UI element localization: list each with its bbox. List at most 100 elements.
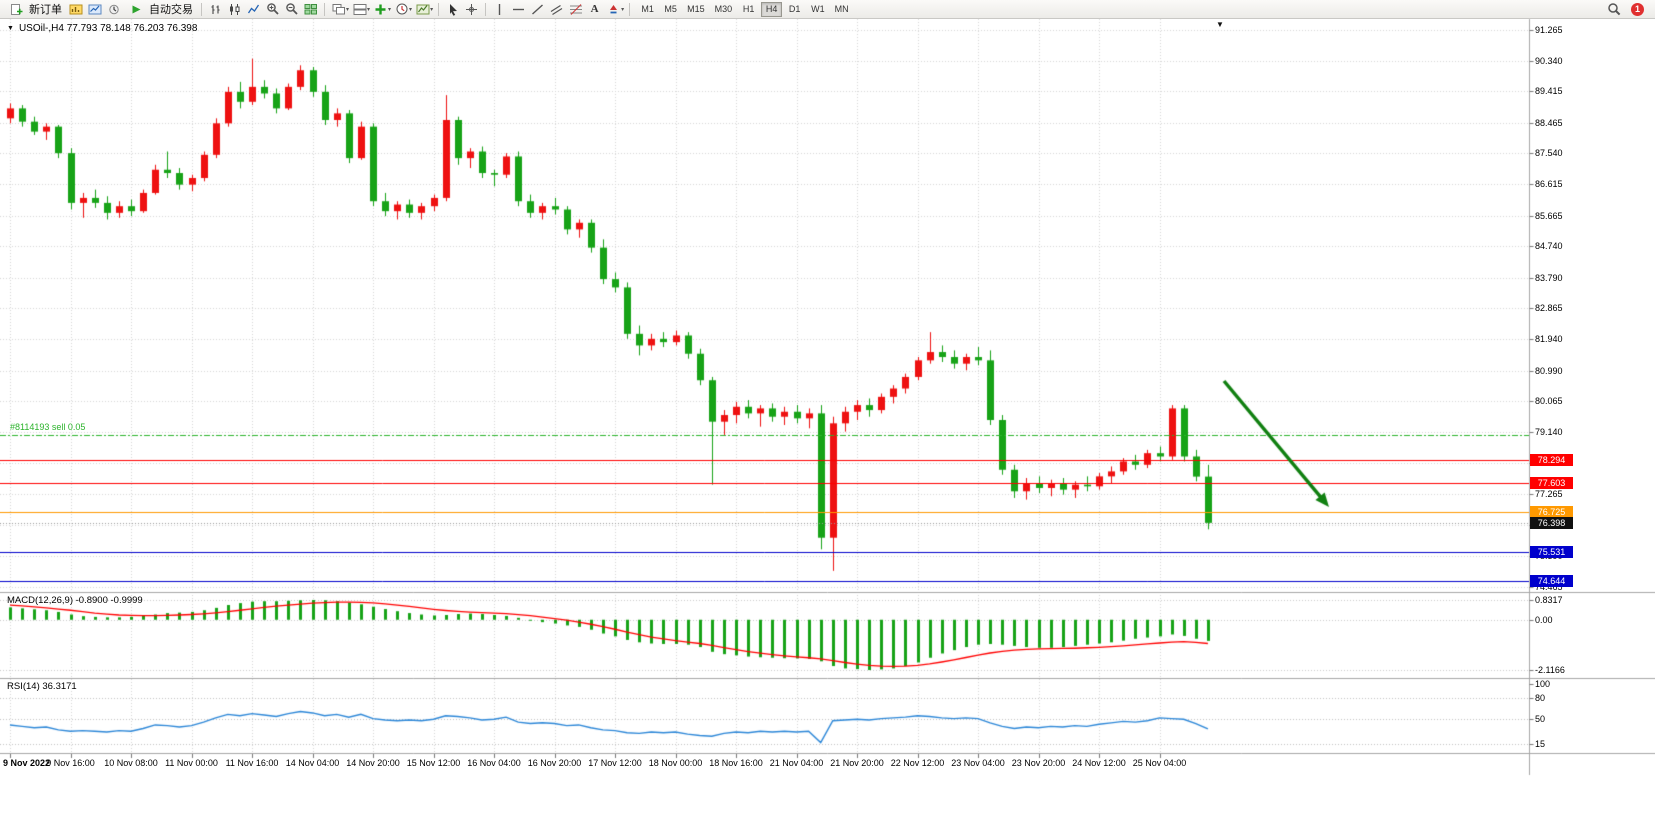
time-axis-label: 18 Nov 00:00 xyxy=(648,758,703,768)
price-axis-label: 85.665 xyxy=(1535,210,1563,221)
time-axis-label: 11 Nov 00:00 xyxy=(165,758,218,768)
cursor-icon[interactable] xyxy=(444,1,461,17)
time-axis-label: 10 Nov 08:00 xyxy=(104,758,158,768)
one-click-trading-arrow[interactable]: ▼ xyxy=(7,25,14,32)
price-axis-label: 84.740 xyxy=(1535,241,1563,252)
timeframe-button-w1[interactable]: W1 xyxy=(807,2,829,17)
autotrade-label: 自动交易 xyxy=(149,4,193,16)
toolbar-separator xyxy=(201,2,202,16)
time-axis-label: 17 Nov 12:00 xyxy=(588,758,642,768)
macd-axis-label: 0.8317 xyxy=(1535,595,1563,605)
main-toolbar: 新订单 自动交易 ▾ ▾ ▾ ▾ ▾ A ▾ M1 M5 M15 M30 H1 H4 D1 W… xyxy=(0,0,1655,19)
time-axis-label: 11 Nov 16:00 xyxy=(225,758,279,768)
time-axis-label: 21 Nov 04:00 xyxy=(769,758,824,768)
text-icon[interactable]: A xyxy=(590,3,599,15)
chart-shift-marker[interactable]: ▼ xyxy=(1216,20,1224,29)
price-axis-label: 83.790 xyxy=(1535,272,1563,283)
time-axis-label: 16 Nov 04:00 xyxy=(467,758,521,768)
time-axis-label: 9 Nov 2022 xyxy=(3,758,51,768)
chevron-down-icon[interactable]: ▾ xyxy=(346,6,350,13)
price-axis-label: 91.265 xyxy=(1535,25,1563,35)
fibonacci-icon[interactable] xyxy=(567,1,584,17)
price-tag: 76.398 xyxy=(1530,516,1573,529)
cascade-windows-icon[interactable] xyxy=(330,1,347,17)
timeframe-toolbar: M1 M5 M15 M30 H1 H4 D1 W1 MN xyxy=(636,1,854,17)
indicators-icon[interactable] xyxy=(372,1,389,17)
price-axis-label: 80.065 xyxy=(1535,396,1563,407)
chevron-down-icon[interactable]: ▾ xyxy=(409,6,413,13)
price-axis-label: 88.465 xyxy=(1535,117,1563,128)
toolbar-separator xyxy=(438,2,440,16)
price-axis-label: 87.540 xyxy=(1535,148,1563,159)
time-axis-label: 14 Nov 20:00 xyxy=(346,758,400,768)
chart-title: ▼ USOil-,H4 77.793 78.148 76.203 76.398 xyxy=(7,23,197,34)
new-order-label: 新订单 xyxy=(29,4,62,16)
price-axis-label: 79.140 xyxy=(1535,426,1563,437)
periods-icon[interactable] xyxy=(393,1,410,17)
price-axis-label: 81.940 xyxy=(1535,334,1563,345)
price-tag: 76.725 xyxy=(1530,506,1573,518)
autotrade-button[interactable]: 自动交易 xyxy=(123,1,197,18)
chevron-down-icon[interactable]: ▾ xyxy=(367,6,371,13)
templates-icon[interactable] xyxy=(414,1,431,17)
rsi-axis-label: 50 xyxy=(1535,714,1546,725)
new-order-icon xyxy=(8,1,25,17)
vertical-line-icon[interactable] xyxy=(491,1,508,17)
price-tag: 78.294 xyxy=(1530,454,1573,466)
chevron-down-icon[interactable]: ▾ xyxy=(621,6,625,13)
chevron-down-icon[interactable]: ▾ xyxy=(388,6,392,13)
zoom-out-icon[interactable] xyxy=(283,1,300,17)
rsi-axis-label: 15 xyxy=(1535,738,1546,749)
new-order-button[interactable]: 新订单 xyxy=(3,1,66,18)
chart-title-text: USOil-,H4 77.793 78.148 76.203 76.398 xyxy=(18,23,198,34)
rsi-axis-label: 80 xyxy=(1535,693,1546,704)
time-axis-label: 16 Nov 20:00 xyxy=(527,758,582,768)
time-axis-label: 9 Nov 16:00 xyxy=(46,758,95,768)
price-axis-label: 80.990 xyxy=(1535,365,1563,376)
candlestick-chart-icon[interactable] xyxy=(226,1,243,17)
toolbar-separator xyxy=(324,2,325,16)
timeframe-button-m5[interactable]: M5 xyxy=(660,2,681,17)
price-axis-label: 77.265 xyxy=(1535,489,1563,500)
timeframe-button-d1[interactable]: D1 xyxy=(784,2,805,17)
chart-window-icon[interactable] xyxy=(67,1,84,17)
search-icon[interactable] xyxy=(1605,1,1622,17)
timeframe-button-h4[interactable]: H4 xyxy=(761,1,783,17)
rsi-indicator-label: RSI(14) 36.3171 xyxy=(7,681,77,692)
arrows-icon[interactable] xyxy=(605,1,622,17)
price-tag: 75.531 xyxy=(1530,545,1573,558)
time-axis-label: 14 Nov 04:00 xyxy=(285,758,340,768)
notification-badge[interactable]: 1 xyxy=(1631,2,1644,16)
arrange-windows-icon[interactable] xyxy=(351,1,368,17)
equidistant-channel-icon[interactable] xyxy=(548,1,565,17)
rsi-axis-label: 100 xyxy=(1535,679,1551,689)
price-tag: 77.603 xyxy=(1530,476,1573,489)
timeframe-button-h1[interactable]: H1 xyxy=(738,2,759,17)
tile-windows-icon[interactable] xyxy=(302,1,319,17)
price-tag: 74.644 xyxy=(1530,575,1573,587)
horizontal-line-icon[interactable] xyxy=(510,1,527,17)
timeframe-button-m15[interactable]: M15 xyxy=(683,2,709,17)
line-chart-icon[interactable] xyxy=(245,1,262,17)
refresh-icon[interactable] xyxy=(105,1,122,17)
crosshair-icon[interactable] xyxy=(463,1,480,17)
timeframe-button-m1[interactable]: M1 xyxy=(637,2,658,17)
trendline-icon[interactable] xyxy=(529,1,546,17)
zoom-in-icon[interactable] xyxy=(264,1,281,17)
time-axis-label: 24 Nov 12:00 xyxy=(1072,758,1126,768)
sell-order-label[interactable]: #8114193 sell 0.05 xyxy=(10,421,86,432)
chevron-down-icon[interactable]: ▾ xyxy=(430,6,434,13)
price-axis-label: 90.340 xyxy=(1535,55,1563,66)
profiles-icon[interactable] xyxy=(86,1,103,17)
time-axis-label: 25 Nov 04:00 xyxy=(1132,758,1187,768)
time-axis-label: 18 Nov 16:00 xyxy=(709,758,763,768)
time-axis-label: 22 Nov 12:00 xyxy=(890,758,945,768)
macd-axis-label: -2.1166 xyxy=(1535,665,1565,675)
timeframe-button-m30[interactable]: M30 xyxy=(711,2,737,17)
time-axis-label: 21 Nov 20:00 xyxy=(830,758,884,768)
bar-chart-icon[interactable] xyxy=(207,1,224,17)
timeframe-button-mn[interactable]: MN xyxy=(831,2,853,17)
